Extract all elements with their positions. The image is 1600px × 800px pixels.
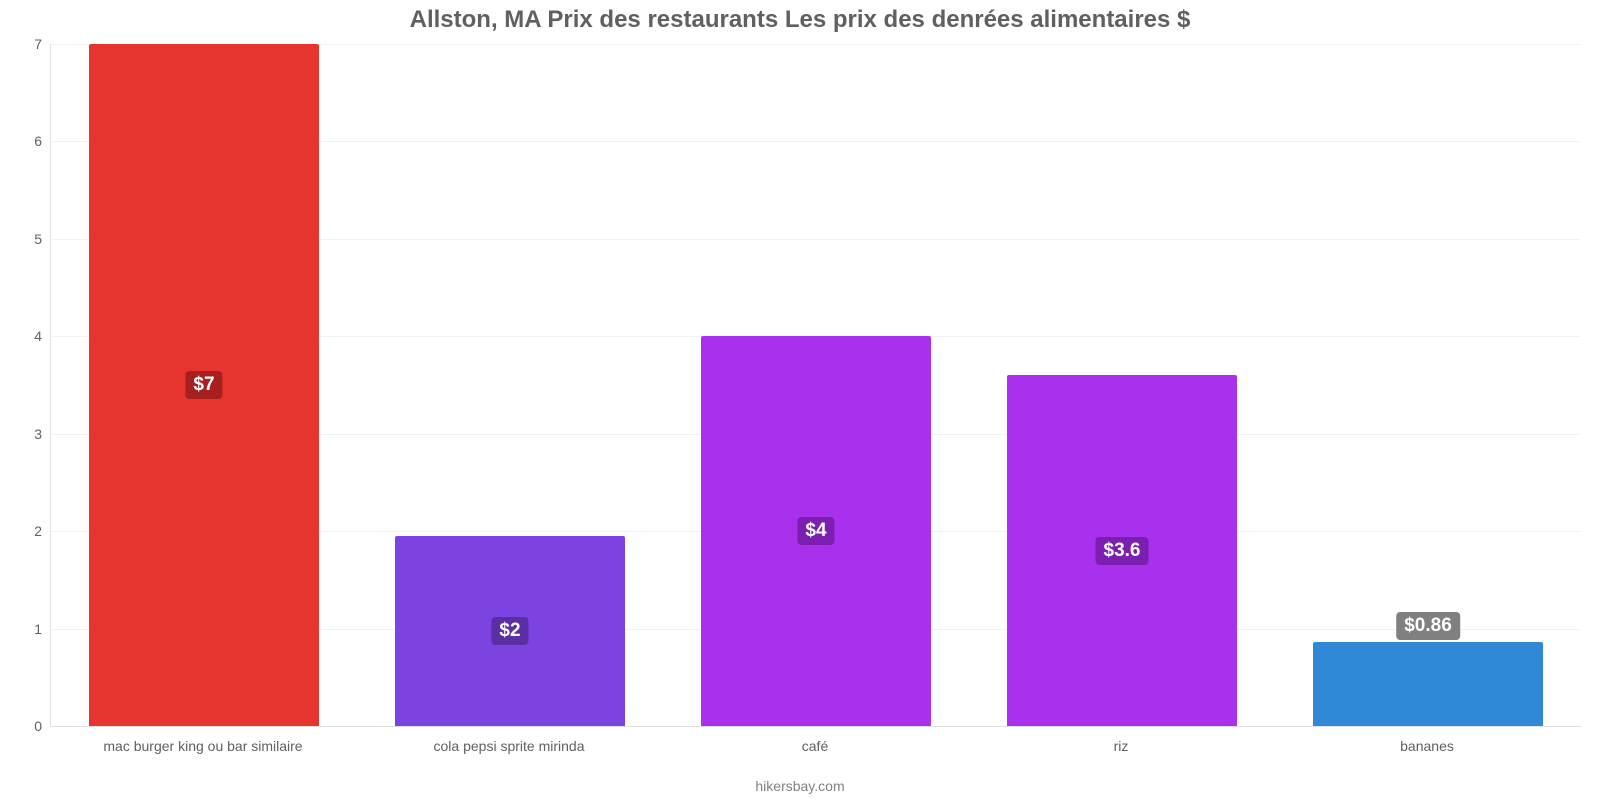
y-tick-label: 7 [34, 36, 42, 52]
x-tick-label: cola pepsi sprite mirinda [434, 738, 585, 754]
bar-value-label: $4 [797, 517, 834, 545]
bar-value-label: $0.86 [1396, 612, 1460, 640]
y-tick-label: 2 [34, 523, 42, 539]
x-tick-label: bananes [1400, 738, 1454, 754]
chart-footer: hikersbay.com [0, 778, 1600, 794]
y-tick-label: 1 [34, 621, 42, 637]
x-tick-label: riz [1114, 738, 1129, 754]
bar-value-label: $7 [185, 371, 222, 399]
bar-value-label: $2 [491, 617, 528, 645]
y-tick-label: 5 [34, 231, 42, 247]
x-tick-label: café [802, 738, 828, 754]
bar [1313, 642, 1543, 726]
y-tick-label: 4 [34, 328, 42, 344]
chart-title: Allston, MA Prix des restaurants Les pri… [0, 6, 1600, 34]
bar-chart: Allston, MA Prix des restaurants Les pri… [0, 0, 1600, 800]
y-tick-label: 3 [34, 426, 42, 442]
y-tick-label: 0 [34, 718, 42, 734]
plot-area: $7 $2 $4 $3.6 $0.86 [50, 44, 1581, 727]
x-tick-label: mac burger king ou bar similaire [103, 738, 302, 754]
bar-value-label: $3.6 [1096, 537, 1149, 565]
y-tick-label: 6 [34, 133, 42, 149]
